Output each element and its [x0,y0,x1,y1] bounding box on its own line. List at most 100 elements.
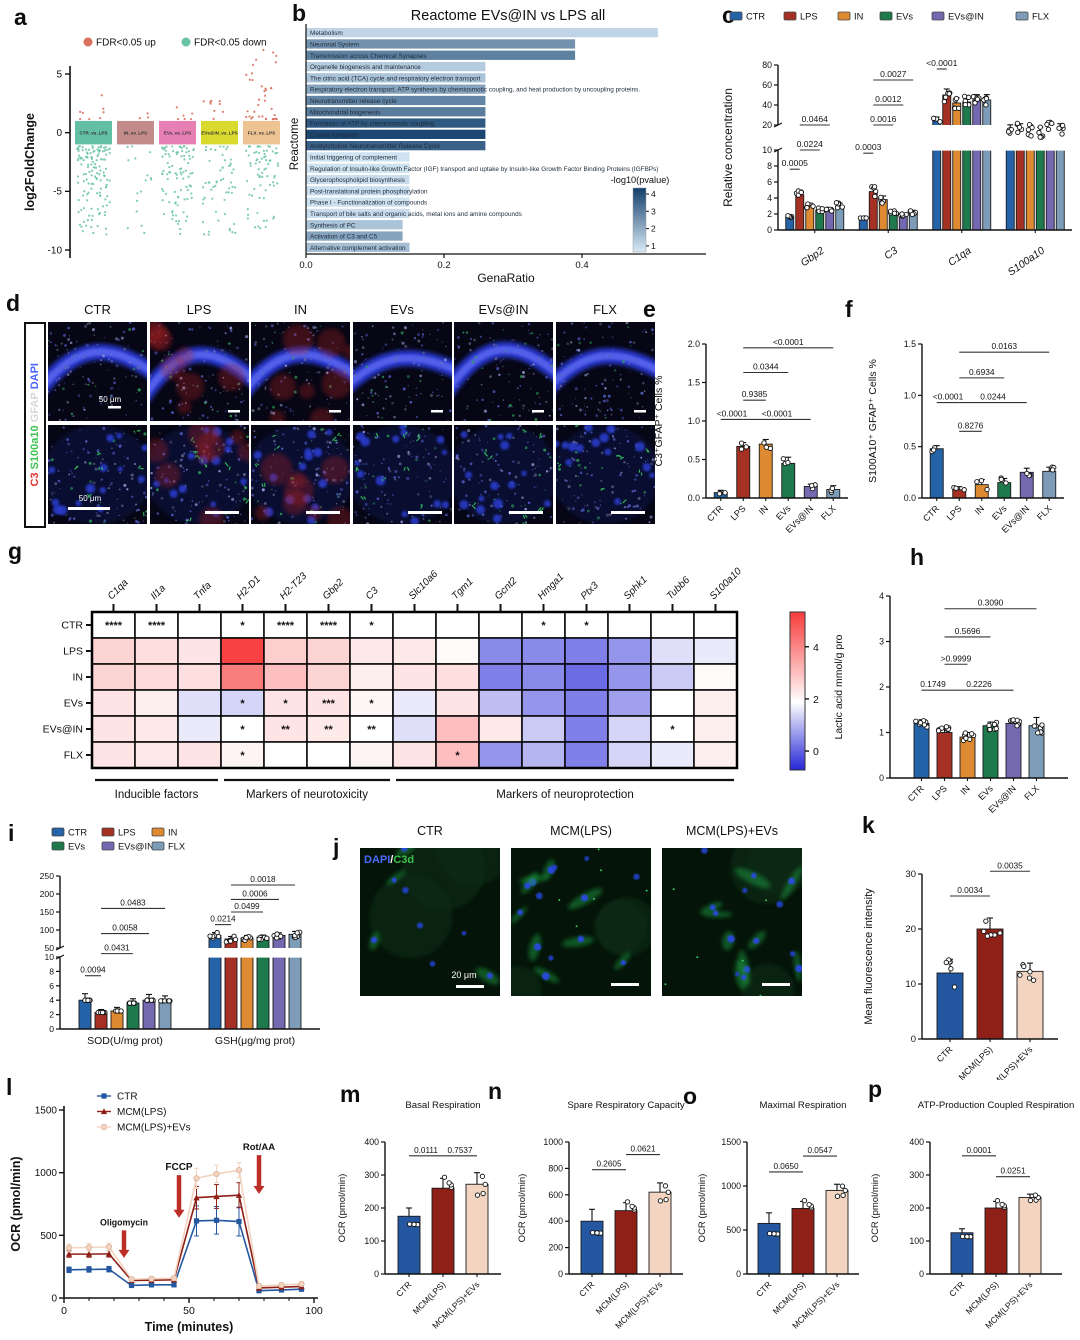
svg-text:OCR (pmol/min): OCR (pmol/min) [870,1174,881,1243]
svg-text:Tubb6: Tubb6 [665,575,693,603]
svg-text:Tnfa: Tnfa [192,580,214,602]
panel-b-letter: b [292,0,307,26]
svg-text:Activation of C3 and C5: Activation of C3 and C5 [310,234,378,241]
svg-text:Organelle biogenesis and maint: Organelle biogenesis and maintenance [310,64,421,71]
svg-text:CTR: CTR [746,12,765,22]
svg-text:Relative concentration: Relative concentration [721,88,735,207]
svg-text:OCR (pmol/min): OCR (pmol/min) [517,1174,528,1243]
svg-text:0.0012: 0.0012 [875,94,902,104]
svg-text:50 μm: 50 μm [99,395,122,404]
svg-text:Markers of neuroprotection: Markers of neuroprotection [496,789,633,801]
svg-text:**: ** [324,724,333,736]
svg-text:CTR: CTR [906,783,927,804]
panel-m-letter: m [340,1081,361,1107]
svg-text:1.5: 1.5 [904,339,916,349]
svg-text:0: 0 [767,225,772,235]
svg-text:****: **** [148,620,166,632]
column-header-IN: IN [294,302,307,317]
svg-text:Neurotransmitter release cycle: Neurotransmitter release cycle [310,98,397,105]
svg-text:0.2: 0.2 [437,260,450,271]
svg-text:*: * [283,698,288,710]
svg-text:-log10(pvalue): -log10(pvalue) [611,175,670,185]
svg-text:C1qa: C1qa [946,245,974,269]
svg-text:Time (minutes): Time (minutes) [145,1320,234,1334]
svg-text:Il1a: Il1a [149,583,168,602]
svg-text:0.7537: 0.7537 [447,1146,472,1155]
svg-text:LPS: LPS [729,503,748,522]
svg-text:2: 2 [879,682,884,692]
svg-text:1000: 1000 [543,1137,563,1147]
svg-text:0: 0 [49,1024,54,1034]
column-header-LPS: LPS [186,302,212,317]
panel-a-letter: a [14,4,27,30]
svg-text:Respiratory electron transport: Respiratory electron transport, ATP synt… [310,87,640,94]
svg-text:*: * [455,750,460,762]
panel-j-letter: j [333,834,340,860]
svg-text:C1qa: C1qa [106,577,131,602]
svg-text:80: 80 [762,60,772,70]
svg-text:C3: C3 [882,245,900,263]
svg-text:Basal Respiration: Basal Respiration [405,1100,480,1111]
svg-text:0.5: 0.5 [904,442,916,452]
svg-text:100: 100 [909,1236,924,1246]
spare-capacity-chart: 0 200 400 600 800 1000 0.2605 0.0621 CTR MCM(LPS)… [513,1086,695,1340]
svg-text:LPS: LPS [930,783,949,802]
column-header-FLX: FLX [593,302,617,317]
svg-text:*: * [670,724,675,736]
svg-text:-10: -10 [48,245,63,256]
relative-concentration-chart: 0 2 4 6 8 10 20 40 60 80 0.0005 0.0224 0.0464 0.0003 0… [716,6,1078,295]
basal-respiration-chart: 0 100 200 300 400 0.0111 0.7537 CTR MCM(LPS) MCM(… [333,1086,515,1340]
svg-text:100: 100 [40,925,55,935]
svg-text:250: 250 [40,871,55,881]
svg-text:2: 2 [767,209,772,219]
svg-text:*: * [369,620,374,632]
stain-label-dapi: DAPI [29,363,41,393]
svg-text:****: **** [277,620,295,632]
stain-label-dapi-c3d: DAPI/C3d [364,854,415,866]
svg-text:CTR_vs_LPS: CTR_vs_LPS [79,130,107,135]
svg-text:1500: 1500 [721,1137,741,1147]
svg-text:Reactome EVs@IN vs LPS all: Reactome EVs@IN vs LPS all [411,8,605,24]
svg-text:50 μm: 50 μm [79,494,102,503]
svg-text:10: 10 [44,952,54,962]
svg-text:Phase I - Functionalization of: Phase I - Functionalization of compounds [310,200,427,207]
svg-text:LPS: LPS [800,12,818,22]
svg-text:*: * [584,620,589,632]
svg-text:4: 4 [767,193,772,203]
svg-text:FLX: FLX [1035,503,1054,522]
svg-text:EVs: EVs [896,12,913,22]
svg-text:IN: IN [168,828,177,838]
ocr-timecourse-chart: 0 500 1000 1500 0 50 100 Time (minutes) OCR (pmo… [4,1080,332,1340]
svg-text:0.0251: 0.0251 [1000,1167,1025,1176]
svg-text:400: 400 [548,1216,563,1226]
svg-text:EVs: EVs [68,842,85,852]
svg-text:C3: C3 [364,585,381,602]
svg-text:0.0: 0.0 [688,493,700,503]
panel-c-letter: c [722,2,735,28]
svg-text:Cristae formation: Cristae formation [310,132,359,139]
svg-text:8: 8 [767,161,772,171]
svg-text:0: 0 [374,1269,379,1279]
svg-text:SOD(U/mg prot): SOD(U/mg prot) [87,1035,163,1047]
svg-text:IN: IN [854,12,863,22]
svg-text:0.0: 0.0 [299,260,312,271]
svg-text:0.0163: 0.0163 [991,341,1017,351]
svg-text:500: 500 [40,1231,57,1242]
column-header-CTR: CTR [84,302,111,317]
svg-text:5: 5 [56,69,62,80]
svg-text:3: 3 [651,206,656,216]
svg-text:EVs: EVs [990,503,1009,522]
atp-coupled-respiration-chart: 0 100 200 300 400 0.0001 0.0251 CTR MCM(LPS) MCM(… [866,1086,1078,1340]
svg-text:4: 4 [651,189,656,199]
svg-text:OCR (pmol/min): OCR (pmol/min) [9,1156,23,1251]
svg-text:Tgm1: Tgm1 [450,576,476,602]
svg-text:Hmga1: Hmga1 [536,572,567,603]
svg-text:Regulation of Insulin-like Gro: Regulation of Insulin-like Growth Factor… [310,166,658,173]
svg-text:Gcnt2: Gcnt2 [493,575,520,602]
svg-text:OCR (pmol/min): OCR (pmol/min) [697,1174,708,1243]
svg-text:1.5: 1.5 [688,378,700,388]
svg-text:**: ** [281,724,290,736]
svg-text:0.0431: 0.0431 [104,943,130,953]
svg-text:50: 50 [44,943,54,953]
svg-text:CTR: CTR [754,1279,773,1298]
